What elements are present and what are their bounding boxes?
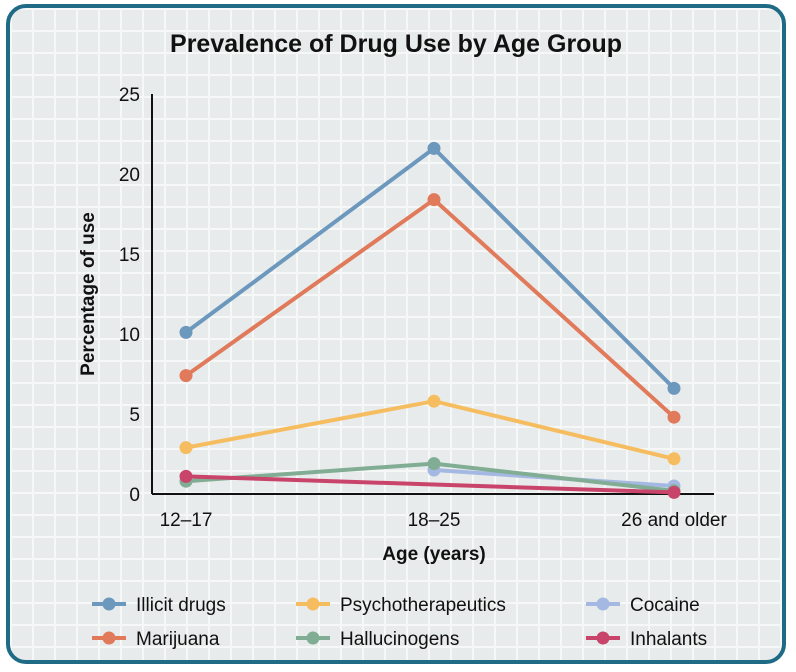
y-tick-label: 0 [129, 485, 140, 506]
legend-swatch-marker [596, 631, 610, 645]
series-psychotherapeutics [179, 394, 681, 466]
data-point-psychotherapeutics [667, 452, 681, 466]
y-tick-label: 15 [119, 245, 140, 266]
chart-frame: Prevalence of Drug Use by Age Group 0 5 10… [6, 4, 786, 664]
legend-label: Illicit drugs [136, 595, 226, 616]
legend-swatch-marker [596, 597, 610, 611]
y-axis: 0 5 10 15 20 25 [119, 85, 153, 506]
legend-item-psychotherapeutics: Psychotherapeutics [296, 595, 506, 616]
legend-item-cocaine: Cocaine [586, 595, 700, 616]
x-axis: 12–17 18–25 26 and older [152, 493, 728, 531]
legend-item-hallucinogens: Hallucinogens [296, 629, 459, 650]
legend-label: Psychotherapeutics [340, 595, 506, 616]
data-point-marijuana [427, 193, 441, 207]
data-point-hallucinogens [427, 457, 441, 471]
data-point-illicit-drugs [427, 141, 441, 155]
chart-title: Prevalence of Drug Use by Age Group [170, 30, 622, 58]
y-tick-label: 20 [119, 165, 140, 186]
series-line-inhalants [185, 474, 675, 495]
legend-label: Inhalants [630, 629, 707, 650]
y-tick-label: 5 [129, 405, 140, 426]
legend-label: Marijuana [136, 629, 220, 650]
data-point-inhalants [667, 485, 681, 499]
legend-swatch-marker [306, 631, 320, 645]
legend-label: Cocaine [630, 595, 700, 616]
y-tick-labels: 0 5 10 15 20 25 [119, 85, 140, 506]
data-point-illicit-drugs [179, 325, 193, 339]
data-point-marijuana [667, 410, 681, 424]
data-point-psychotherapeutics [179, 441, 193, 455]
x-tick-label: 12–17 [160, 510, 213, 531]
series-line-psychotherapeutics [185, 399, 675, 461]
data-point-inhalants [179, 469, 193, 483]
x-tick-label: 26 and older [621, 510, 727, 531]
legend-item-inhalants: Inhalants [586, 629, 707, 650]
series-illicit-drugs [179, 141, 681, 395]
legend-swatch-marker [306, 597, 320, 611]
legend-swatch-marker [102, 631, 116, 645]
series-line-marijuana [184, 197, 676, 419]
plot-series [179, 141, 681, 499]
y-axis-label: Percentage of use [78, 212, 99, 376]
line-chart: Prevalence of Drug Use by Age Group 0 5 10… [78, 30, 728, 650]
series-inhalants [179, 469, 681, 499]
y-tick-label: 25 [119, 85, 140, 106]
y-tick-label: 10 [119, 325, 140, 346]
x-tick-label: 18–25 [408, 510, 461, 531]
data-point-marijuana [179, 369, 193, 383]
x-tick-labels: 12–17 18–25 26 and older [160, 510, 728, 531]
data-point-psychotherapeutics [427, 394, 441, 408]
legend-item-marijuana: Marijuana [92, 629, 220, 650]
legend: Illicit drugs Psychotherapeutics Cocaine Ma… [92, 595, 707, 650]
legend-item-illicit-drugs: Illicit drugs [92, 595, 226, 616]
x-axis-label: Age (years) [382, 544, 486, 565]
data-point-illicit-drugs [667, 381, 681, 395]
legend-swatch-marker [102, 597, 116, 611]
legend-label: Hallucinogens [340, 629, 459, 650]
series-marijuana [179, 193, 681, 424]
